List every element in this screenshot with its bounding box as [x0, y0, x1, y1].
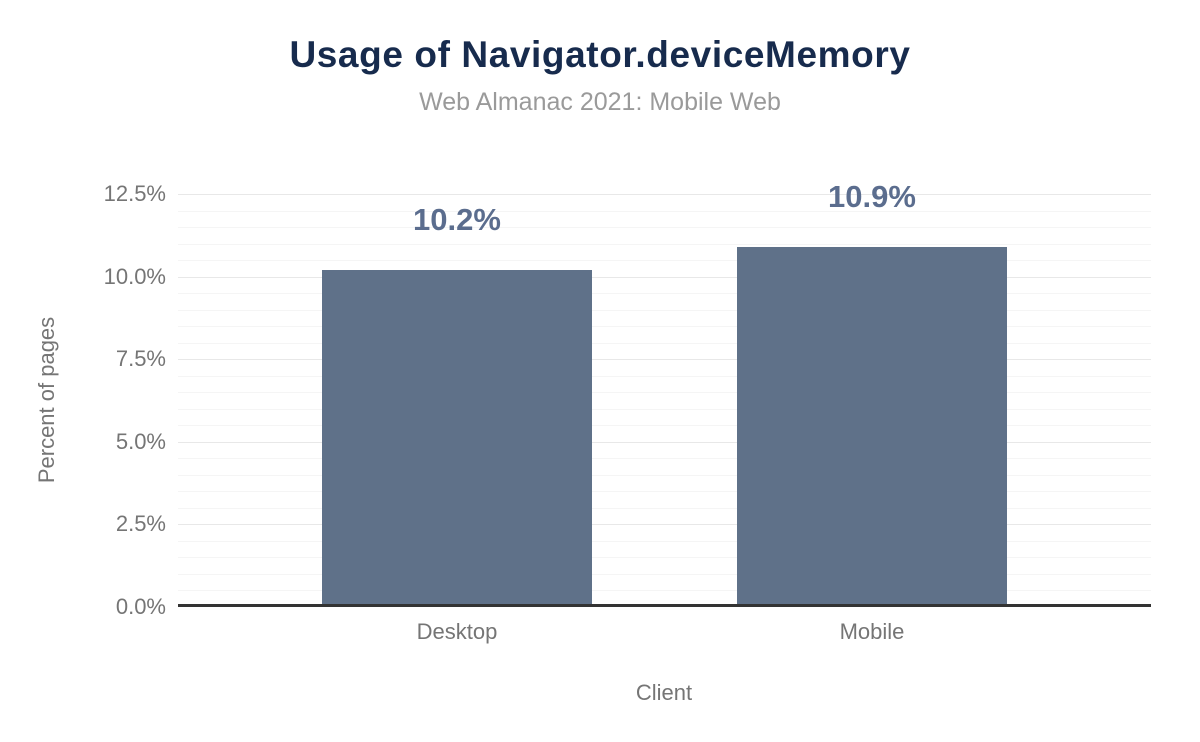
gridline-minor [178, 458, 1151, 459]
gridline-minor [178, 244, 1151, 245]
x-axis-title: Client [635, 680, 693, 705]
gridline-minor [178, 541, 1151, 542]
gridline-minor [178, 310, 1151, 311]
x-tick-label-desktop: Desktop [416, 619, 498, 644]
gridline-minor [178, 508, 1151, 509]
gridline-minor [178, 491, 1151, 492]
gridline-minor [178, 260, 1151, 261]
gridline-minor [178, 590, 1151, 591]
gridline-minor [178, 409, 1151, 410]
bar-value-label-mobile: 10.9% [828, 179, 916, 214]
gridline-major [178, 194, 1151, 195]
gridline-minor [178, 227, 1151, 228]
gridline-minor [178, 557, 1151, 558]
y-tick-label-25: 2.5% [115, 511, 166, 536]
y-tick-label-75: 7.5% [115, 346, 166, 371]
bar-mobile [737, 247, 1007, 607]
chart-title: Usage of Navigator.deviceMemory [289, 34, 911, 75]
plot-area: 10.2% 10.9% [178, 181, 1151, 607]
gridline-major [178, 277, 1151, 278]
x-tick-label-mobile: Mobile [839, 619, 905, 644]
bar-desktop [322, 270, 592, 607]
gridline-minor [178, 574, 1151, 575]
y-axis-title: Percent of pages [34, 316, 59, 484]
gridline-minor [178, 211, 1151, 212]
bar-value-label-desktop: 10.2% [413, 202, 501, 237]
gridline-minor [178, 343, 1151, 344]
y-tick-label-125: 12.5% [103, 181, 166, 206]
gridline-minor [178, 425, 1151, 426]
gridline-major [178, 524, 1151, 525]
gridline-minor [178, 475, 1151, 476]
gridline-major [178, 442, 1151, 443]
chart-subtitle: Web Almanac 2021: Mobile Web [419, 88, 781, 116]
gridline-minor [178, 392, 1151, 393]
x-axis-baseline [178, 604, 1151, 607]
gridline-minor [178, 376, 1151, 377]
y-tick-label-100: 10.0% [103, 264, 166, 289]
y-tick-label-50: 5.0% [115, 429, 166, 454]
gridline-major [178, 359, 1151, 360]
gridline-minor [178, 293, 1151, 294]
y-tick-label-00: 0.0% [115, 594, 166, 619]
gridline-minor [178, 326, 1151, 327]
